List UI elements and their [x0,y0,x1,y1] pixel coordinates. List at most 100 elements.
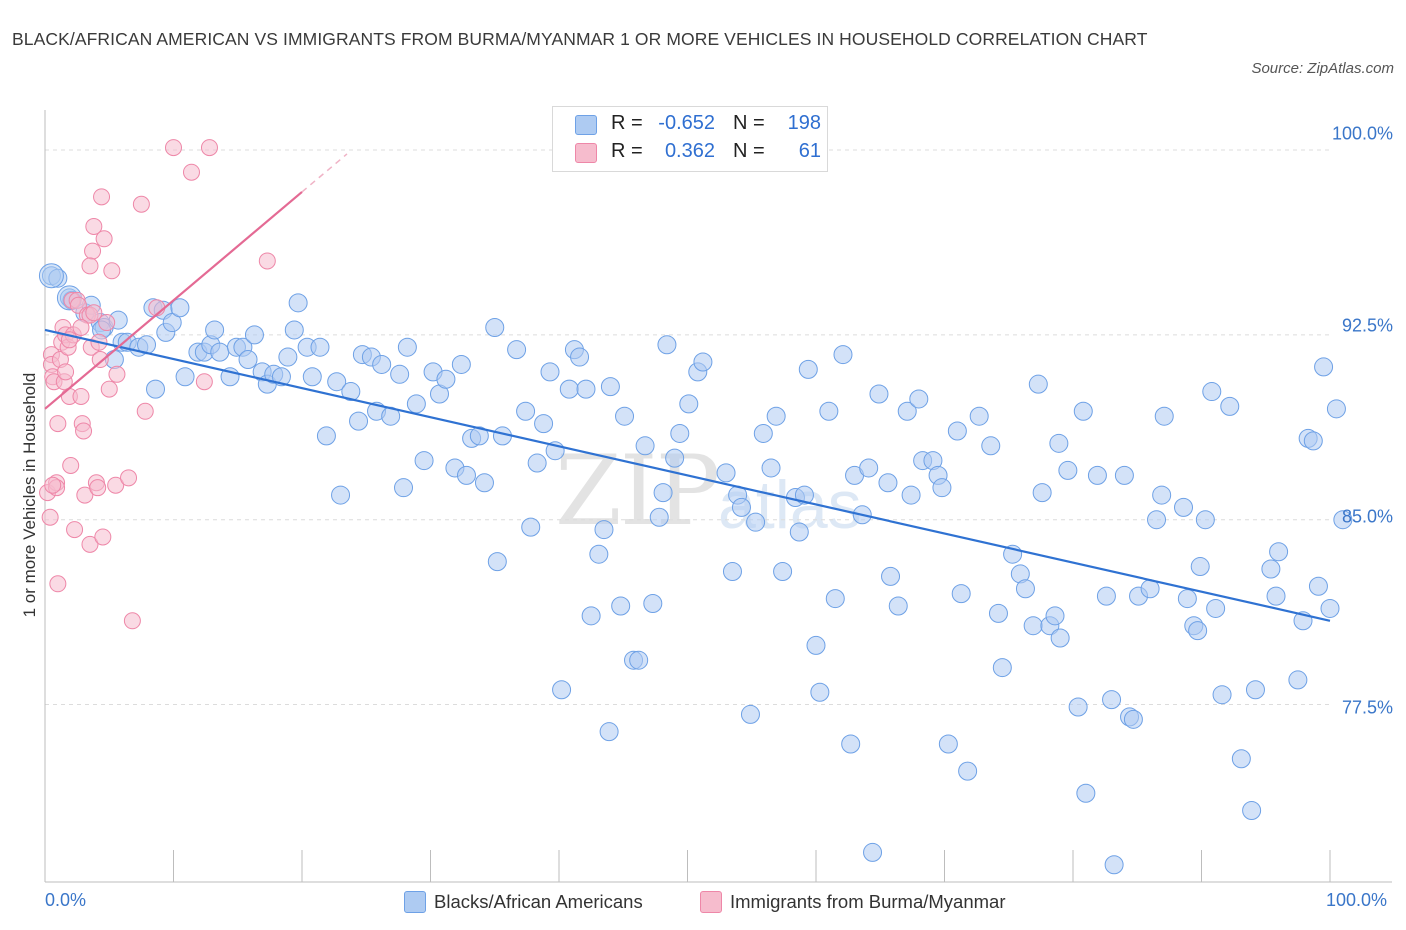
data-point [1320,598,1340,618]
data-point [108,365,126,383]
data-point [507,340,527,360]
data-point [123,612,141,630]
data-point [1045,606,1065,626]
legend-item-blacks: Blacks/African Americans [404,890,694,914]
data-point [693,352,713,372]
data-point [75,422,93,440]
data-point [653,483,673,503]
data-point [649,507,669,527]
data-point [833,345,853,365]
legend-swatch-burma [575,143,597,163]
legend-swatch-burma [700,891,722,913]
data-point [773,561,793,581]
data-point [722,561,742,581]
data-point [62,456,80,474]
data-point [170,298,190,318]
data-point [1261,559,1281,579]
data-point [372,354,392,374]
data-point [205,320,225,340]
data-point [341,382,361,402]
data-point [93,188,111,206]
legend-r-label: R = [611,140,643,162]
data-point [98,314,116,332]
data-point [761,458,781,478]
source-label: Source: ZipAtlas.com [1251,60,1394,77]
data-point [1028,374,1048,394]
data-point [1220,396,1240,416]
data-point [72,318,90,336]
data-point [258,252,276,270]
data-point [540,362,560,382]
data-point [310,337,330,357]
data-point [863,842,883,862]
data-point [527,453,547,473]
trend-line-blacks [44,328,1331,622]
data-point [932,478,952,498]
data-point [487,552,507,572]
data-point [1333,510,1353,530]
data-point [798,359,818,379]
data-point [947,421,967,441]
data-point [1015,579,1035,599]
data-point [1269,542,1289,562]
data-point [716,463,736,483]
data-point [746,512,766,532]
data-point [670,423,690,443]
data-point [49,575,67,593]
legend-swatch-blacks [575,115,597,135]
legend-r-value: 0.362 [664,140,715,162]
legend-r-label: R = [611,112,643,134]
data-point [992,658,1012,678]
data-point [1068,697,1088,717]
gridlines [45,149,1330,706]
legend-swatch-blacks [404,891,426,913]
data-point [1154,406,1174,426]
axes [44,110,1392,883]
data-point [238,350,258,370]
data-point [436,369,456,389]
data-point [456,465,476,485]
data-point [85,304,103,322]
data-point [195,373,213,391]
y-tick-label: 85.0% [1341,506,1393,527]
data-point [38,263,64,289]
data-point [1050,628,1070,648]
data-point [331,485,351,505]
data-point [576,379,596,399]
data-point [1147,510,1167,530]
data-point [1058,460,1078,480]
data-point [806,635,826,655]
data-point [390,364,410,384]
data-point [165,139,182,157]
data-point [94,528,112,546]
data-point [766,406,786,426]
data-point [107,476,125,494]
data-point [1102,690,1122,710]
data-point [789,522,809,542]
data-point [120,469,138,487]
data-point [1123,709,1143,729]
series-burma-points [39,139,276,630]
data-point [731,497,751,517]
data-point [1114,465,1134,485]
data-point [1202,382,1222,402]
data-point [969,406,989,426]
data-point [1266,586,1286,606]
data-point [859,458,879,478]
data-point [132,195,150,213]
y-tick-label: 100.0% [1331,123,1393,144]
data-point [1190,557,1210,577]
data-point [1326,399,1346,419]
data-point [406,394,426,414]
data-point [794,485,814,505]
data-point [474,473,494,493]
data-point [84,242,102,260]
data-point [72,387,90,405]
data-point [810,682,830,702]
y-tick-label: 92.5% [1341,315,1393,336]
y-tick-label: 77.5% [1341,697,1393,718]
chart-title: BLACK/AFRICAN AMERICAN VS IMMIGRANTS FRO… [12,29,1148,49]
data-point [881,566,901,586]
data-point [91,351,109,369]
